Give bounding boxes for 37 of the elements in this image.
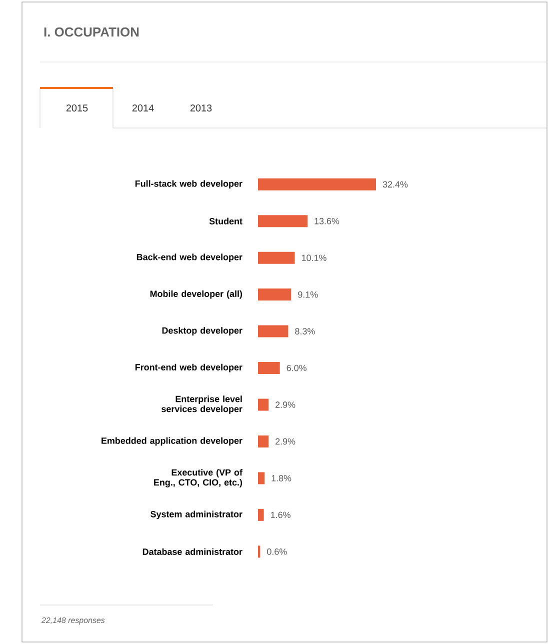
data-label: 8.3% — [295, 328, 315, 334]
data-label: 2.9% — [276, 402, 296, 408]
bar — [258, 325, 288, 338]
bar — [258, 398, 269, 411]
text: I. OCCUPATION — [44, 27, 139, 37]
data-label: 1.6% — [271, 512, 290, 518]
bar — [258, 288, 292, 301]
text: 2014 — [132, 104, 154, 112]
data-label: 32.4% — [382, 181, 408, 188]
y-tick-label: Front-end web developer — [135, 364, 242, 372]
data-label: 10.1% — [302, 254, 326, 262]
bar — [258, 508, 264, 521]
bar — [258, 472, 265, 484]
y-tick-label: Database administrator — [142, 548, 242, 555]
data-label: 13.6% — [314, 218, 340, 224]
text: 2015 — [66, 104, 88, 112]
bar — [258, 546, 260, 558]
bar — [258, 178, 376, 190]
data-label: 2.9% — [276, 438, 296, 445]
y-tick-label: Enterprise level services developer — [162, 396, 242, 414]
bar — [258, 435, 269, 448]
data-label: 1.8% — [272, 475, 292, 482]
data-label: 9.1% — [298, 291, 318, 298]
y-tick-label: Full-stack web developer — [135, 180, 242, 189]
bar — [258, 215, 308, 228]
data-label: 6.0% — [286, 364, 306, 372]
y-tick-label: Desktop developer — [162, 327, 242, 336]
data-label: 0.6% — [267, 548, 287, 555]
bar — [258, 252, 295, 264]
y-tick-label: Embedded application developer — [102, 437, 242, 446]
y-tick-label: Student — [209, 218, 242, 224]
y-tick-label: Back-end web developer — [136, 254, 242, 262]
bar — [258, 362, 280, 374]
y-tick-label: System administrator — [150, 510, 242, 520]
y-tick-label: Executive (VP of Eng., CTO, CIO, etc.) — [154, 469, 242, 488]
text: 2013 — [190, 104, 212, 112]
y-tick-label: Mobile developer (all) — [150, 290, 242, 299]
